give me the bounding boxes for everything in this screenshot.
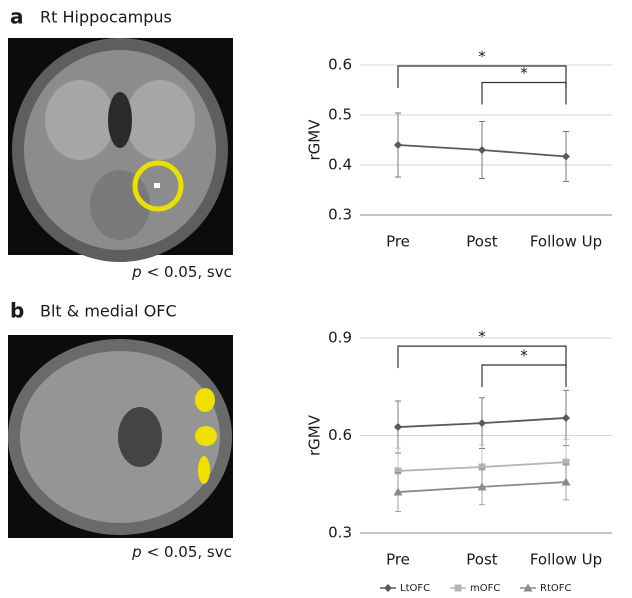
x-tick-label: Pre <box>386 233 410 251</box>
marker <box>562 414 570 422</box>
x-tick-label: Follow Up <box>530 551 602 569</box>
marker <box>562 153 570 161</box>
significance-label: * <box>520 64 528 82</box>
marker <box>394 423 402 431</box>
legend-label: mOFC <box>470 583 500 594</box>
x-tick-label: Pre <box>386 551 410 569</box>
significance-label: * <box>520 346 528 364</box>
y-tick-label: 0.4 <box>328 156 352 174</box>
brain-image-coronal <box>8 38 233 262</box>
x-tick-label: Post <box>466 551 498 569</box>
image-caption: p < 0.05, svc <box>131 263 232 281</box>
brain-image-axial <box>8 335 233 538</box>
panel-label: a <box>10 5 24 29</box>
figure: aRt Hippocampusp< 0.05, svc0.30.40.50.6r… <box>0 0 632 598</box>
image-caption: p < 0.05, svc <box>131 543 232 561</box>
panel-label: b <box>10 299 24 323</box>
significance-label: * <box>478 328 486 346</box>
y-tick-label: 0.6 <box>328 56 352 74</box>
y-tick-label: 0.3 <box>328 524 352 542</box>
caption-p: p <box>131 543 142 561</box>
legend-label: LtOFC <box>400 583 430 594</box>
caption-rest: < 0.05, svc <box>147 543 232 561</box>
y-tick-label: 0.3 <box>328 206 352 224</box>
y-tick-label: 0.9 <box>328 329 352 347</box>
y-tick-label: 0.5 <box>328 106 352 124</box>
significance-bracket <box>482 83 566 105</box>
marker <box>478 146 486 154</box>
x-tick-label: Follow Up <box>530 233 602 251</box>
marker <box>455 585 462 592</box>
significance-label: * <box>478 48 486 66</box>
x-tick-label: Post <box>466 233 498 251</box>
y-tick-label: 0.6 <box>328 426 352 444</box>
caption-p: p <box>131 263 142 281</box>
marker <box>384 584 392 592</box>
caption-rest: < 0.05, svc <box>147 263 232 281</box>
image-title: Rt Hippocampus <box>40 8 172 27</box>
y-axis-label: rGMV <box>306 119 324 161</box>
legend-label: RtOFC <box>540 583 571 594</box>
y-axis-label: rGMV <box>306 414 324 456</box>
image-title: Blt & medial OFC <box>40 302 177 321</box>
marker <box>394 141 402 149</box>
significance-bracket <box>482 365 566 387</box>
marker <box>478 419 486 427</box>
